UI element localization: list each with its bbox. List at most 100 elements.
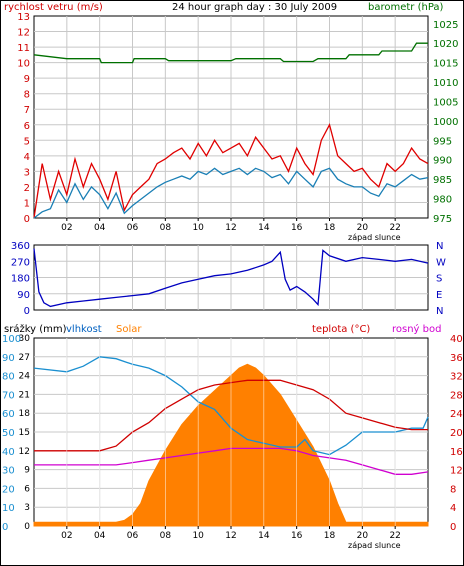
rain-ytick-label: 27	[19, 353, 30, 363]
humidity-ytick-label: 100	[2, 334, 21, 345]
temperature-ytick-label: 28	[450, 390, 463, 401]
wind-ytick-label: 1	[24, 198, 30, 209]
climate-panel-xtick-label: 12	[225, 531, 236, 541]
wind-panel-xtick-label: 08	[160, 223, 172, 233]
barometer-ytick-label: 985	[433, 175, 452, 186]
barometer-ytick-label: 995	[433, 136, 452, 147]
wind-ytick-label: 8	[24, 90, 30, 101]
wind-panel-xtick-label: 18	[324, 223, 336, 233]
humidity-series	[33, 356, 429, 456]
direction-compass-label: N	[436, 306, 443, 317]
wind-speed-axis-label: rychlost vetru (m/s)	[4, 2, 103, 13]
chart-title: 24 hour graph day : 30 July 2009	[172, 2, 337, 13]
direction-ytick-label: 360	[11, 241, 30, 252]
temperature-ytick-label: 16	[450, 447, 463, 458]
rain-axis-label: srážky (mm)	[4, 323, 67, 335]
wind-ytick-label: 6	[24, 121, 30, 132]
wind-panel-xtick-label: 02	[61, 223, 72, 233]
temperature-ytick-label: 20	[450, 428, 463, 439]
barometer-ytick-label: 975	[433, 214, 452, 225]
wind-ytick-label: 13	[17, 12, 30, 23]
climate-panel-xtick-label: 10	[192, 531, 204, 541]
wind-ytick-label: 9	[24, 74, 30, 85]
rain-ytick-label: 30	[19, 334, 31, 344]
wind-ytick-label: 0	[24, 214, 30, 225]
wind-panel-xtick-label: 06	[127, 223, 139, 233]
temperature-ytick-label: 32	[450, 372, 463, 383]
temperature-ytick-label: 24	[450, 409, 463, 420]
barometer-ytick-label: 980	[433, 195, 452, 206]
direction-compass-label: W	[436, 257, 446, 268]
temperature-ytick-label: 40	[450, 334, 463, 345]
wind-panel-xtick-label: 16	[291, 223, 303, 233]
rain-ytick-label: 12	[19, 447, 30, 457]
barometer-ytick-label: 1010	[433, 78, 458, 89]
humidity-ytick-label: 90	[2, 353, 15, 364]
wind-panel-xtick-label: 14	[258, 223, 270, 233]
barometer-ytick-label: 990	[433, 156, 452, 167]
humidity-axis-label: vlhkost	[66, 324, 102, 335]
climate-panel-xtick-label: 06	[127, 531, 139, 541]
barometer-axis-label: barometr (hPa)	[368, 2, 444, 13]
wind-direction-series	[33, 248, 429, 308]
wind-ytick-label: 5	[24, 136, 30, 147]
humidity-ytick-label: 10	[2, 503, 15, 514]
sunset-label-bottom: západ slunce	[348, 541, 401, 550]
climate-panel-xtick-label: 04	[94, 531, 106, 541]
temperature-ytick-label: 36	[450, 353, 463, 364]
wind-ytick-label: 2	[24, 183, 30, 194]
solar-axis-label: Solar	[116, 324, 142, 335]
climate-panel-xtick-label: 16	[291, 531, 303, 541]
wind-gust-series	[33, 123, 429, 219]
humidity-ytick-label: 0	[2, 522, 8, 533]
climate-panel-xtick-label: 20	[357, 531, 369, 541]
direction-ytick-label: 90	[17, 290, 30, 301]
direction-compass-label: N	[436, 241, 443, 252]
climate-panel-xtick-label: 22	[389, 531, 400, 541]
temperature-ytick-label: 12	[450, 466, 463, 477]
humidity-ytick-label: 50	[2, 428, 15, 439]
rain-ytick-label: 15	[19, 428, 30, 438]
direction-compass-label: E	[436, 290, 442, 301]
rain-ytick-label: 3	[24, 503, 30, 513]
barometer-ytick-label: 1020	[433, 39, 458, 50]
sunset-label-top: západ slunce	[348, 233, 401, 242]
rain-ytick-label: 21	[19, 390, 30, 400]
wind-panel-xtick-label: 20	[357, 223, 369, 233]
barometer-ytick-label: 1005	[433, 97, 458, 108]
wind-ytick-label: 3	[24, 167, 30, 178]
dew-point-series	[34, 447, 429, 475]
wind-panel-xtick-label: 10	[192, 223, 204, 233]
wind-panel-xtick-label: 22	[389, 223, 400, 233]
barometer-ytick-label: 1015	[433, 59, 458, 70]
wind-ytick-label: 7	[24, 105, 30, 116]
rain-ytick-label: 0	[24, 522, 30, 532]
wind-ytick-label: 12	[17, 28, 30, 39]
wind-ytick-label: 4	[24, 152, 30, 163]
rain-ytick-label: 18	[19, 409, 31, 419]
temperature-series	[34, 379, 428, 452]
dew-point-axis-label: rosný bod	[392, 323, 441, 335]
rain-ytick-label: 6	[24, 484, 30, 494]
temperature-axis-label: teplota (°C)	[312, 324, 370, 335]
humidity-ytick-label: 40	[2, 447, 15, 458]
wind-ytick-label: 10	[17, 59, 30, 70]
climate-panel-xtick-label: 18	[324, 531, 336, 541]
direction-ytick-label: 180	[11, 274, 30, 285]
temperature-ytick-label: 8	[450, 484, 456, 495]
wind-speed-series	[33, 167, 429, 219]
rain-ytick-label: 24	[19, 372, 31, 382]
temperature-ytick-label: 4	[450, 503, 456, 514]
humidity-ytick-label: 30	[2, 466, 15, 477]
climate-panel-xtick-label: 02	[61, 531, 72, 541]
climate-panel-xtick-label: 08	[160, 531, 172, 541]
wind-panel-xtick-label: 12	[225, 223, 236, 233]
humidity-ytick-label: 20	[2, 484, 15, 495]
humidity-ytick-label: 80	[2, 372, 15, 383]
barometer-ytick-label: 1025	[433, 20, 458, 31]
humidity-ytick-label: 70	[2, 390, 15, 401]
temperature-ytick-label: 0	[450, 522, 456, 533]
climate-panel-xtick-label: 14	[258, 531, 270, 541]
direction-compass-label: S	[436, 274, 442, 285]
